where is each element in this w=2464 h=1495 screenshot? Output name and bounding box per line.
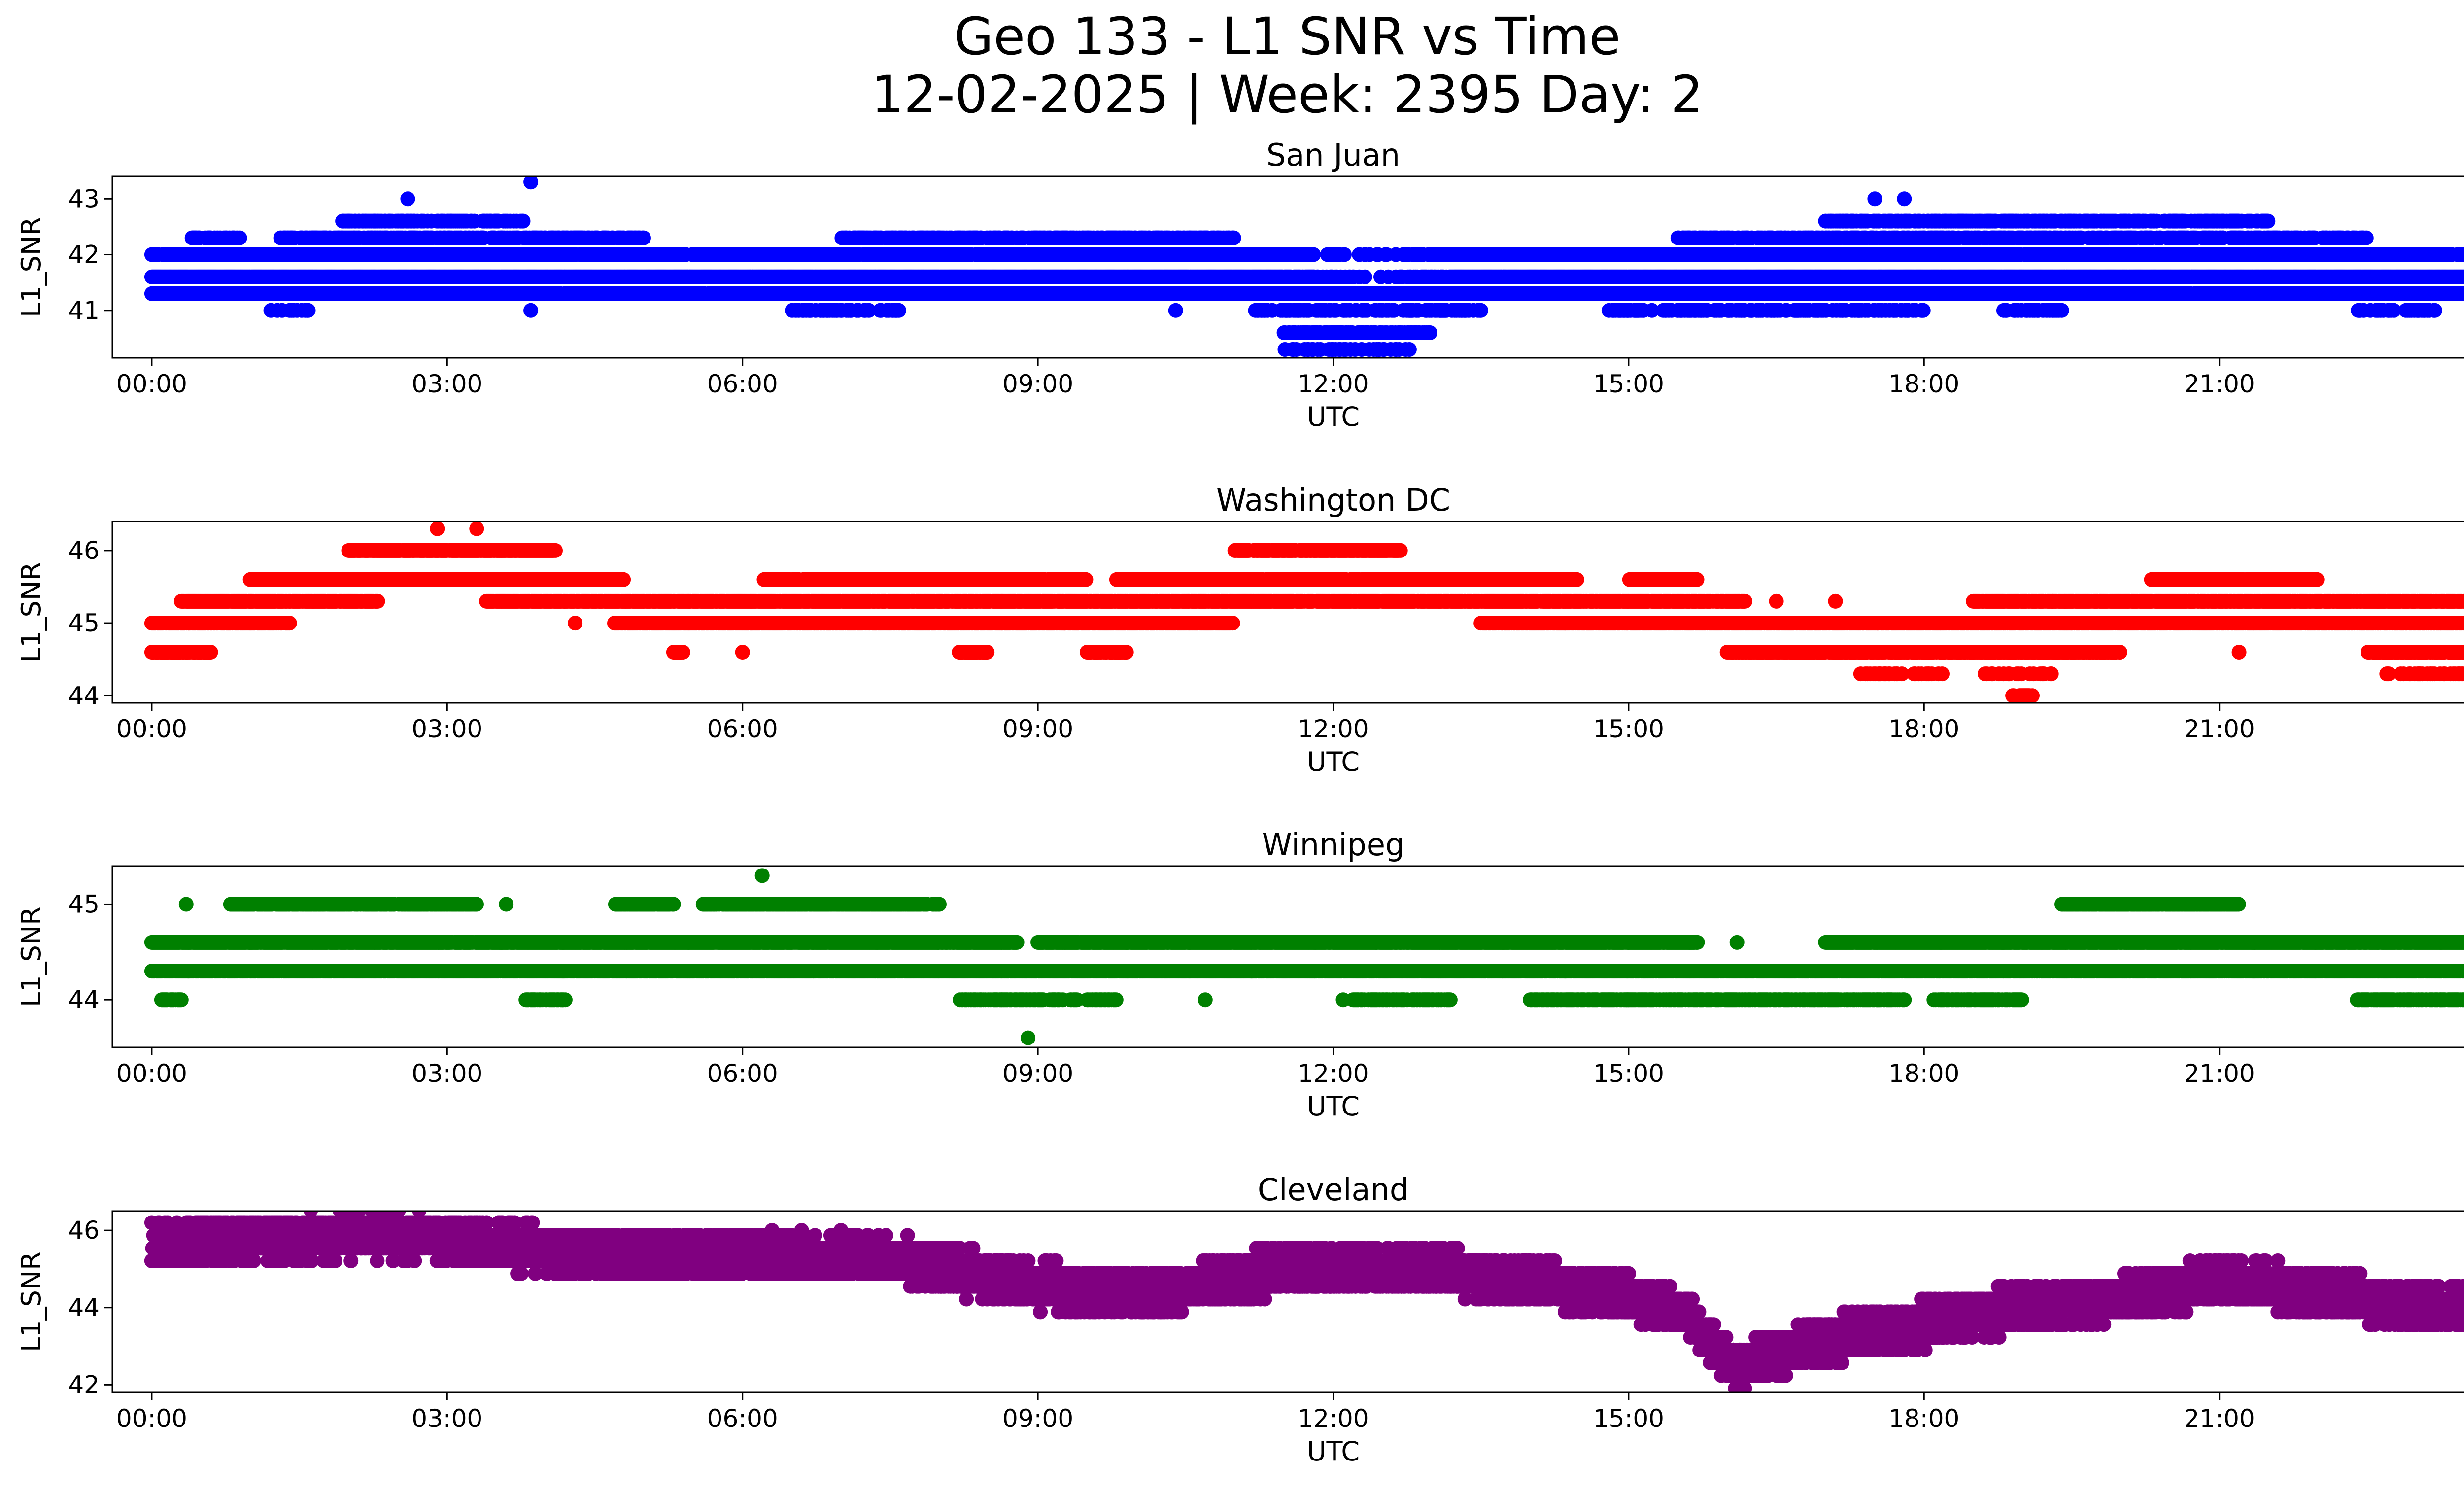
san-juan-data-point bbox=[2461, 288, 2464, 300]
san-juan-subplot-title: San Juan bbox=[1266, 137, 1400, 173]
figure-title-line2: 12-02-2025 | Week: 2395 Day: 2 bbox=[871, 65, 1703, 125]
san-juan-points bbox=[144, 176, 2464, 357]
figure-title-line1: Geo 133 - L1 SNR vs Time bbox=[954, 6, 1620, 67]
san-juan-data-point bbox=[1357, 269, 1372, 284]
